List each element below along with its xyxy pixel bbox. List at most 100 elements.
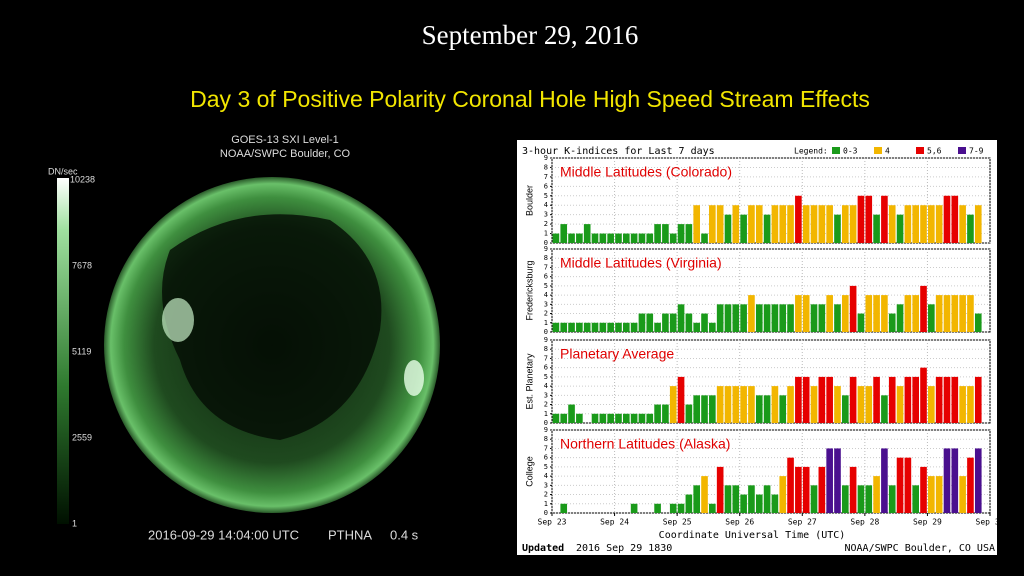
bar [732,485,740,513]
bar [826,205,833,243]
bar [552,322,560,332]
bar [662,224,669,243]
bar [943,448,951,513]
bar [818,205,826,243]
bar [740,304,747,332]
y-tick-label: 2 [544,220,548,228]
bar [896,214,904,243]
bar [779,476,787,513]
bar [841,485,849,513]
x-tick-label: Sep 27 [788,518,817,527]
bar [834,304,841,332]
y-tick-label: 1 [544,319,548,327]
bar [771,386,779,423]
bar [568,404,575,423]
y-tick-label: 5 [544,463,548,471]
bar [818,304,826,332]
bar [865,295,873,332]
bar [654,322,661,332]
bar [771,304,779,332]
y-tick-label: 1 [544,500,548,508]
y-tick-label: 8 [544,435,548,443]
bar [693,205,701,243]
colorbar-ticks: 10238 7678 5119 2559 1 [70,174,95,528]
bar [951,195,959,243]
bar [873,295,880,332]
bar [881,195,888,243]
bar [904,295,912,332]
bar [560,322,568,332]
bar [857,195,865,243]
y-axis-label: Fredericksburg [524,260,534,320]
bar [943,376,951,423]
bar [709,322,716,332]
bar [787,205,794,243]
bar [693,485,701,513]
bar [615,413,622,423]
bar [802,205,810,243]
bar [888,205,896,243]
bar [701,476,708,513]
bar [841,205,849,243]
bar [795,466,802,513]
bar [873,214,880,243]
panel-title: Planetary Average [560,346,674,362]
bar [693,322,701,332]
bar [787,304,794,332]
bar [943,195,951,243]
y-tick-label: 9 [544,336,548,344]
y-tick-label: 0 [544,239,548,247]
bar [881,448,888,513]
bar [763,304,771,332]
bar [724,485,732,513]
bar [841,395,849,423]
bar [795,195,802,243]
panel-title: Northern Latitudes (Alaska) [560,436,730,452]
y-tick-label: 4 [544,472,548,480]
y-tick-label: 1 [544,410,548,418]
bar [583,224,591,243]
bar [724,214,732,243]
bar [896,386,904,423]
filter: PTHNA [328,527,372,542]
y-tick-label: 5 [544,282,548,290]
bar [599,413,607,423]
bar [779,304,787,332]
bar [795,376,802,423]
bar [560,503,568,513]
bar [654,224,661,243]
bar [583,322,591,332]
y-tick-label: 6 [544,182,548,190]
active-region [162,298,194,342]
bar [646,413,654,423]
x-axis-title: Coordinate Universal Time (UTC) [659,530,846,541]
bar [912,295,920,332]
y-axis-label: Est. Planetary [524,353,534,410]
slide-title: Day 3 of Positive Polarity Coronal Hole … [190,86,870,112]
bar [716,466,724,513]
bar [646,313,654,332]
bar [943,295,951,332]
x-tick-label: Sep 26 [725,518,754,527]
bar [873,476,880,513]
bar [881,395,888,423]
y-tick-label: 8 [544,163,548,171]
legend-label: 5,6 [927,147,942,156]
bar [826,448,833,513]
bar [849,285,857,332]
bar [935,476,943,513]
bar [599,233,607,243]
bar [763,395,771,423]
y-tick-label: 2 [544,491,548,499]
bar [967,214,974,243]
bar [654,404,661,423]
bar [630,233,638,243]
bar [622,322,630,332]
y-tick-label: 6 [544,454,548,462]
colorbar-tick-label: 5119 [72,346,91,356]
bar [662,313,669,332]
updated: 2016 Sep 29 1830 [576,543,672,554]
bar [865,195,873,243]
